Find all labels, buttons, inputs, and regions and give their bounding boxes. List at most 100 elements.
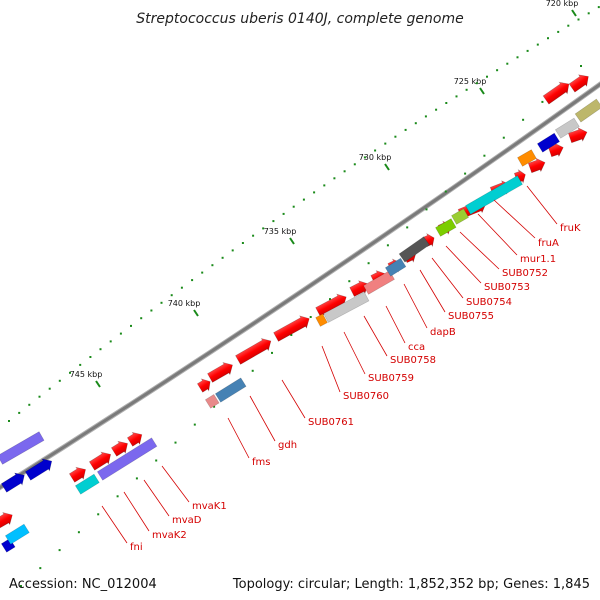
scale-tick-major [479, 87, 485, 95]
scale-tick-minor [39, 567, 42, 570]
scale-tick-minor [38, 395, 41, 398]
reverse-gene-arrow [24, 458, 53, 481]
scale-tick-minor [231, 249, 234, 252]
scale-tick-minor [160, 301, 163, 304]
scale-tick-minor [48, 387, 51, 390]
gene-block-sub0759 [323, 291, 370, 323]
gene-label: SUB0761 [308, 417, 354, 428]
gene-label: SUB0754 [466, 297, 512, 308]
scale-tick-label: 745 kbp [70, 370, 103, 379]
gene-label: SUB0759 [368, 373, 414, 384]
gene-label-leader [459, 231, 500, 270]
scale-tick-minor [557, 30, 560, 33]
scale-tick-minor [522, 118, 525, 121]
scale-tick-minor [435, 108, 438, 111]
forward-gene-arrow [567, 127, 588, 144]
scale-tick-minor [109, 340, 112, 343]
scale-tick-minor [221, 256, 224, 259]
scale-tick-minor [363, 156, 366, 159]
gene-label: mvaK2 [152, 530, 187, 541]
scale-tick-minor [8, 420, 10, 422]
forward-gene-arrow [527, 157, 546, 174]
scale-tick-minor [18, 411, 21, 414]
forward-gene-arrow [110, 440, 128, 457]
gene-label-leader [526, 185, 558, 225]
scale-tick-minor [516, 56, 519, 59]
scale-tick-minor [465, 88, 468, 91]
scale-tick-minor [313, 191, 316, 194]
gene-block-fni [74, 473, 100, 495]
scale-tick-minor [251, 369, 254, 372]
gene-label-leader [343, 331, 366, 375]
forward-gene-arrow [196, 378, 211, 393]
scale-tick-minor [475, 82, 478, 85]
scale-tick-minor [424, 115, 427, 118]
scale-tick-minor [502, 136, 505, 139]
scale-tick-minor [135, 477, 138, 480]
forward-gene-arrow [235, 337, 272, 365]
scale-tick-minor [414, 122, 417, 125]
gene-label-leader [249, 395, 276, 442]
scale-tick-major [289, 237, 295, 245]
scale-tick-label: 720 kbp [546, 0, 579, 8]
scale-tick-minor [97, 513, 100, 516]
scale-tick-minor [116, 495, 119, 498]
gene-block-sub0760 [315, 313, 328, 327]
scale-tick-minor [464, 172, 467, 175]
scale-tick-minor [119, 332, 122, 335]
scale-tick-minor [180, 286, 183, 289]
gene-features [0, 74, 600, 553]
scale-tick-minor [174, 441, 177, 444]
scale-tick-minor [348, 280, 351, 283]
gene-block-sub0752 [451, 208, 470, 225]
gene-label-leader [431, 257, 464, 299]
gene-label-leader [419, 269, 446, 313]
scale-tick-minor [272, 220, 275, 223]
scale-tick-label: 730 kbp [359, 153, 392, 162]
gene-label: mur1.1 [520, 254, 556, 265]
scale-tick-minor [79, 363, 82, 366]
gene-label-leader [161, 465, 190, 503]
accession-label: Accession: NC_012004 [9, 577, 157, 592]
scale-tick-label: 740 kbp [168, 299, 201, 308]
gene-label: SUB0760 [343, 391, 389, 402]
scale-tick-major [384, 163, 390, 171]
scale-tick-minor [20, 585, 22, 587]
gene-label: mvaK1 [192, 501, 227, 512]
gene-block-sub0753 [435, 218, 457, 237]
gene-label: gdh [278, 440, 297, 451]
forward-gene-arrow [547, 142, 564, 158]
scale-tick-minor [404, 128, 407, 131]
reverse-gene-arrow [0, 472, 25, 493]
scale-tick-minor [28, 403, 31, 406]
gene-label: fruK [560, 223, 581, 234]
scale-tick-minor [309, 316, 312, 318]
scale-tick-label: 725 kbp [454, 77, 487, 86]
gene-label: fms [252, 457, 270, 468]
forward-gene-arrow [542, 81, 570, 105]
gene-label: cca [408, 342, 425, 353]
gene-label: SUB0753 [484, 282, 530, 293]
scale-tick-minor [506, 62, 509, 65]
gene-label-leader [321, 345, 341, 393]
scale-tick-minor [58, 379, 61, 382]
scale-tick-minor [445, 102, 448, 104]
scale-tick-minor [58, 549, 61, 552]
gene-label-leader [281, 379, 306, 419]
scale-tick-minor [302, 198, 305, 201]
scale-tick-minor [597, 6, 600, 9]
scale-tick-minor [140, 317, 143, 320]
scale-tick-minor [444, 190, 447, 193]
genome-backbone-core [0, 82, 600, 490]
scale-tick-minor [213, 405, 216, 408]
gene-block-grey [554, 117, 580, 139]
gene-label: mvaD [172, 515, 202, 526]
scale-tick-minor [541, 100, 544, 103]
scale-tick-minor [282, 212, 285, 215]
scale-tick-minor [155, 459, 158, 462]
scale-tick-minor [425, 208, 428, 211]
scale-tick-minor [323, 184, 326, 187]
gene-label: fni [130, 542, 143, 553]
scale-tick-label: 735 kbp [264, 227, 297, 236]
